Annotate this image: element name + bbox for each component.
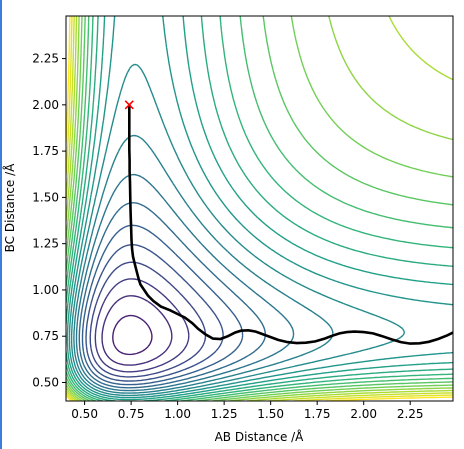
plot-frame bbox=[65, 15, 454, 402]
x-tick-label: 1.50 bbox=[257, 407, 284, 421]
y-tick-label: 1.50 bbox=[32, 190, 59, 204]
x-tick-label: 2.00 bbox=[350, 407, 377, 421]
contour-level bbox=[66, 16, 453, 401]
y-tick-label: 0.75 bbox=[32, 329, 59, 343]
contour-level bbox=[78, 202, 266, 389]
x-tick-label: 1.25 bbox=[211, 407, 238, 421]
contour-level bbox=[94, 278, 190, 373]
y-tick-label: 1.25 bbox=[32, 237, 59, 251]
y-tick-label: 0.50 bbox=[32, 375, 59, 389]
x-tick-label: 1.00 bbox=[164, 407, 191, 421]
contour-level bbox=[101, 295, 173, 366]
contour-level bbox=[66, 16, 453, 401]
trajectory-line bbox=[128, 104, 453, 345]
contour-level bbox=[66, 16, 453, 401]
contour-level bbox=[70, 63, 405, 397]
y-axis-ticks: 0.50 0.75 1.00 1.25 1.50 1.75 2.00 2.25 bbox=[32, 52, 66, 389]
contour-level bbox=[85, 244, 224, 382]
window-edge bbox=[0, 0, 2, 449]
y-tick-label: 1.75 bbox=[32, 144, 59, 158]
y-tick-label: 2.25 bbox=[32, 52, 59, 66]
contour-level bbox=[66, 16, 453, 401]
y-tick-label: 2.00 bbox=[32, 98, 59, 112]
contour-level bbox=[75, 173, 295, 392]
contour-level bbox=[73, 134, 334, 394]
plot-background bbox=[66, 16, 453, 401]
x-axis-ticks: 0.50 0.75 1.00 1.25 1.50 1.75 2.00 2.25 bbox=[71, 401, 424, 421]
y-axis-label: BC Distance /Å bbox=[2, 163, 17, 253]
contour-level bbox=[81, 224, 244, 386]
contour-level bbox=[68, 16, 453, 399]
x-tick-label: 0.50 bbox=[71, 407, 98, 421]
x-tick-label: 0.75 bbox=[118, 407, 145, 421]
trajectory-layer bbox=[124, 100, 453, 345]
x-axis-label: AB Distance /Å bbox=[215, 429, 305, 444]
contour-level bbox=[89, 261, 207, 378]
contour-level bbox=[66, 16, 453, 401]
x-tick-label: 1.75 bbox=[304, 407, 331, 421]
contour-level bbox=[112, 314, 153, 356]
start-marker bbox=[124, 100, 134, 110]
contour-level bbox=[66, 16, 453, 401]
x-tick-label: 2.25 bbox=[397, 407, 424, 421]
contour-lines bbox=[66, 16, 453, 401]
y-tick-label: 1.00 bbox=[32, 283, 59, 297]
